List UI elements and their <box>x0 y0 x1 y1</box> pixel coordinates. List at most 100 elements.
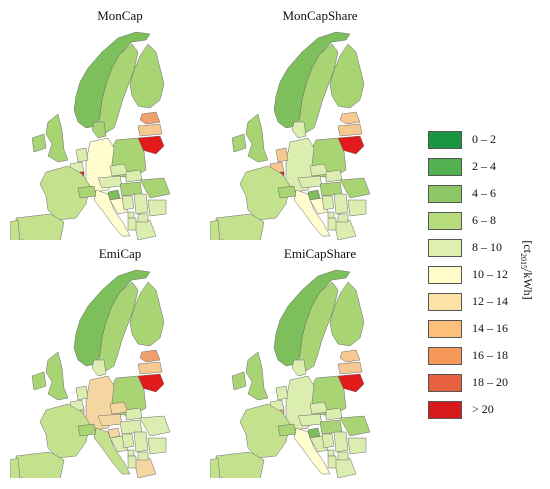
country-netherlands <box>75 147 89 163</box>
country-greece <box>333 457 357 478</box>
legend-item: 16 – 18 <box>428 347 538 365</box>
country-spain <box>215 451 265 478</box>
country-portugal <box>10 219 21 240</box>
country-uk <box>245 351 269 401</box>
country-bulgaria <box>347 199 367 217</box>
country-bosnia <box>321 195 335 211</box>
legend-item: 18 – 20 <box>428 374 538 392</box>
country-estonia <box>339 111 361 125</box>
europe-map <box>210 31 371 240</box>
country-latvia <box>137 361 163 375</box>
country-switzerland <box>277 185 297 199</box>
country-denmark <box>91 121 107 139</box>
country-serbia <box>133 193 149 215</box>
country-ireland <box>31 371 47 391</box>
country-albania <box>127 217 137 231</box>
country-ireland <box>231 133 247 153</box>
panel-title: EmiCap <box>98 246 142 261</box>
legend-label: 18 – 20 <box>472 375 508 389</box>
country-montenegro <box>327 211 335 219</box>
europe-map <box>10 269 171 478</box>
country-slovenia <box>107 427 121 439</box>
legend-unit-label: [ct2015/kWh] <box>519 240 535 299</box>
unit-subscript: 2015 <box>518 253 528 269</box>
country-spain <box>15 451 65 478</box>
legend-swatch <box>428 131 462 149</box>
legend-swatch <box>428 374 462 392</box>
country-portugal <box>210 219 221 240</box>
legend-item: 10 – 12 <box>428 266 538 284</box>
country-austria <box>297 175 323 189</box>
country-denmark <box>291 121 307 139</box>
country-finland <box>129 43 165 109</box>
legend-label: 16 – 18 <box>472 348 508 362</box>
country-slovakia <box>325 407 343 421</box>
country-greece <box>333 219 357 240</box>
country-switzerland <box>77 423 97 437</box>
legend-swatch <box>428 158 462 176</box>
country-greece <box>133 219 157 240</box>
country-spain <box>15 213 65 240</box>
country-uk <box>45 113 69 163</box>
legend-label: 10 – 12 <box>472 267 508 281</box>
country-serbia <box>133 431 149 453</box>
country-france <box>239 403 291 459</box>
legend-item: 14 – 16 <box>428 320 538 338</box>
unit-main: [ct <box>521 240 536 253</box>
country-bulgaria <box>147 199 167 217</box>
country-ireland <box>231 371 247 391</box>
panel-title: EmiCapShare <box>283 246 357 261</box>
country-slovakia <box>125 169 143 183</box>
legend-label: 2 – 4 <box>472 159 496 173</box>
map-panel-moncapshare: MonCapShare <box>210 0 430 240</box>
country-romania <box>139 415 171 437</box>
legend-swatch <box>428 266 462 284</box>
country-france <box>39 165 91 221</box>
legend-label: > 20 <box>472 402 494 416</box>
country-austria <box>97 413 123 427</box>
country-macedonia <box>337 451 349 461</box>
country-greece <box>133 457 157 478</box>
country-slovenia <box>307 427 321 439</box>
country-portugal <box>10 457 21 478</box>
country-romania <box>139 177 171 199</box>
country-uk <box>245 113 269 163</box>
country-latvia <box>337 123 363 137</box>
country-slovenia <box>107 189 121 201</box>
color-legend: 0 – 2 2 – 4 4 – 6 6 – 8 8 – 10 10 – 12 1… <box>428 131 538 421</box>
country-macedonia <box>137 213 149 223</box>
country-slovakia <box>325 169 343 183</box>
europe-map <box>210 269 371 478</box>
panel-title: MonCapShare <box>282 8 358 23</box>
country-albania <box>127 455 137 469</box>
map-panel-moncap: MonCap <box>10 0 230 240</box>
europe-map <box>10 31 171 240</box>
country-netherlands <box>275 147 289 163</box>
legend-item: 8 – 10 <box>428 239 538 257</box>
country-netherlands <box>75 385 89 401</box>
country-macedonia <box>337 213 349 223</box>
legend-swatch <box>428 320 462 338</box>
country-romania <box>339 415 371 437</box>
map-panel-emicapshare: EmiCapShare <box>210 238 430 478</box>
country-uk <box>45 351 69 401</box>
country-bulgaria <box>347 437 367 455</box>
country-bulgaria <box>147 437 167 455</box>
country-portugal <box>210 457 221 478</box>
country-latvia <box>337 361 363 375</box>
country-denmark <box>91 359 107 377</box>
legend-item: 4 – 6 <box>428 185 538 203</box>
country-bosnia <box>121 195 135 211</box>
country-denmark <box>291 359 307 377</box>
country-estonia <box>339 349 361 363</box>
country-switzerland <box>277 423 297 437</box>
country-montenegro <box>127 449 135 457</box>
legend-label: 8 – 10 <box>472 240 502 254</box>
country-slovakia <box>125 407 143 421</box>
country-albania <box>327 455 337 469</box>
country-montenegro <box>127 211 135 219</box>
country-france <box>39 403 91 459</box>
legend-item: 6 – 8 <box>428 212 538 230</box>
legend-swatch <box>428 347 462 365</box>
country-montenegro <box>327 449 335 457</box>
